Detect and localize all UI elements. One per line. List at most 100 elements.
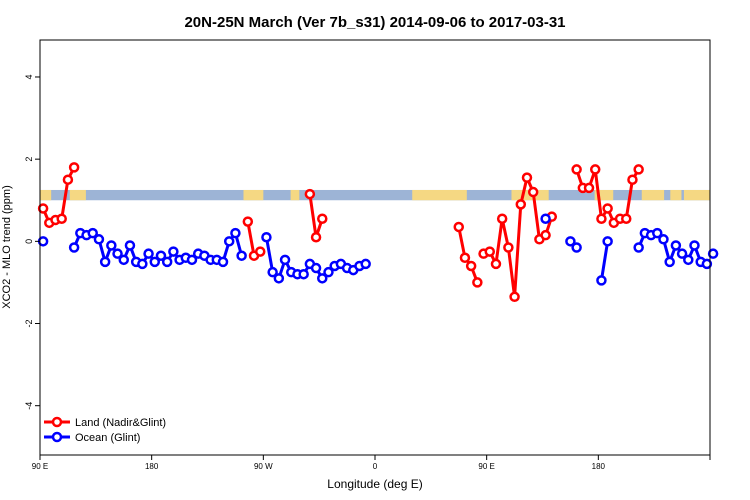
land-band-1 — [69, 189, 86, 201]
ocean-point-1-24 — [217, 256, 229, 268]
land-point-1-0 — [242, 216, 254, 227]
land-point-3-2 — [465, 260, 477, 272]
ocean-point-1-9 — [124, 240, 136, 251]
ocean-point-6-8 — [683, 254, 694, 266]
ocean-point-6-5 — [664, 256, 675, 268]
ocean-point-1-13 — [149, 256, 161, 268]
land-band-6 — [594, 189, 614, 201]
land-point-4-3 — [496, 213, 508, 224]
land-point-4-6 — [515, 199, 527, 210]
ocean-point-6-3 — [652, 227, 663, 239]
land-point-0-5 — [68, 162, 80, 173]
ocean-point-1-7 — [112, 248, 123, 259]
y-tick-label-3: 2 — [24, 157, 34, 162]
ocean-point-2-1 — [267, 266, 278, 278]
ocean-point-6-0 — [633, 242, 644, 253]
land-point-4-4 — [503, 242, 514, 253]
land-point-5-8 — [621, 213, 632, 224]
land-point-1-2 — [254, 246, 266, 257]
ocean-point-1-26 — [230, 227, 241, 239]
y-tick-label-2: 0 — [24, 239, 34, 244]
plot-frame — [39, 39, 711, 456]
sea-band — [40, 189, 710, 201]
x-tick-label-3: 0 — [373, 462, 378, 471]
ocean-point-1-27 — [236, 250, 247, 261]
ocean-point-1-14 — [155, 250, 167, 261]
land-point-2-2 — [317, 213, 328, 224]
ocean-point-1-15 — [161, 256, 173, 268]
legend-land-marker — [51, 416, 63, 428]
y-tick-label-0: -4 — [24, 402, 34, 410]
land-point-5-10 — [633, 164, 644, 175]
ocean-point-2-2 — [273, 273, 285, 284]
land-band-8 — [670, 189, 682, 201]
land-point-5-9 — [627, 174, 638, 185]
ocean-point-1-6 — [106, 240, 117, 251]
x-tick-label-5: 180 — [592, 462, 606, 471]
land-point-4-2 — [490, 258, 502, 270]
legend: Land (Nadir&Glint) Ocean (Glint) — [44, 416, 166, 444]
land-point-3-3 — [472, 277, 483, 288]
ocean-point-5-0 — [596, 275, 607, 286]
ocean-point-6-9 — [689, 240, 700, 251]
land-point-4-1 — [484, 246, 496, 257]
land-band-9 — [683, 189, 710, 201]
ocean-point-2-16 — [360, 258, 371, 270]
ocean-point-6-7 — [676, 248, 688, 259]
land-point-2-1 — [310, 231, 322, 243]
ocean-point-1-16 — [168, 246, 179, 257]
ocean-point-1-19 — [186, 254, 198, 266]
land-point-2-0 — [304, 188, 316, 200]
ocean-point-6-4 — [658, 234, 669, 245]
x-tick-label-4: 90 E — [478, 462, 494, 471]
ocean-point-2-8 — [310, 262, 322, 274]
land-point-3-0 — [453, 221, 464, 233]
ocean-point-1-3 — [87, 227, 98, 239]
ocean-point-6-11 — [701, 258, 713, 270]
ocean-point-2-9 — [317, 273, 328, 284]
ocean-point-3-0 — [540, 213, 551, 224]
legend-land-label: Land (Nadir&Glint) — [75, 417, 166, 429]
land-sea-band — [40, 189, 710, 201]
ocean-point-1-5 — [99, 256, 111, 268]
ocean-point-1-8 — [118, 254, 129, 266]
land-band-7 — [641, 189, 665, 201]
land-band-4 — [412, 189, 467, 201]
chart-title: 20N-25N March (Ver 7b_s31) 2014-09-06 to… — [184, 14, 565, 31]
land-band-3 — [290, 189, 300, 201]
ocean-point-1-12 — [143, 248, 154, 259]
land-band-2 — [243, 189, 264, 201]
ocean-point-4-0 — [565, 236, 576, 247]
land-point-4-7 — [521, 172, 533, 183]
ocean-point-2-3 — [279, 254, 291, 266]
ocean-point-6-6 — [670, 240, 682, 251]
land-point-5-3 — [589, 164, 601, 175]
land-point-0-3 — [56, 213, 67, 224]
ocean-series-line-5 — [599, 241, 610, 281]
land-point-5-5 — [602, 203, 613, 214]
x-axis: 90 E 180 90 W 0 90 E 180 — [32, 455, 711, 471]
series-layer — [37, 162, 719, 303]
land-point-0-4 — [62, 174, 74, 185]
ocean-point-7-0 — [707, 248, 719, 259]
land-point-4-5 — [509, 291, 520, 303]
ocean-point-2-6 — [298, 268, 309, 280]
ocean-point-1-0 — [68, 242, 80, 253]
y-tick-label-1: -2 — [24, 320, 34, 328]
ocean-point-1-11 — [137, 258, 148, 270]
x-tick-label-1: 180 — [145, 462, 159, 471]
land-point-4-10 — [540, 229, 551, 241]
ocean-point-1-25 — [223, 236, 235, 247]
land-point-4-8 — [527, 186, 539, 198]
legend-ocean-marker — [51, 431, 63, 443]
y-tick-label-4: 4 — [24, 74, 34, 79]
land-point-3-1 — [459, 252, 471, 264]
land-point-0-0 — [37, 203, 49, 214]
ocean-point-1-4 — [93, 234, 105, 245]
land-band-0 — [40, 189, 52, 201]
x-tick-label-0: 90 E — [32, 462, 48, 471]
y-axis-label: XCO2 - MLO trend (ppm) — [1, 185, 13, 308]
legend-ocean-label: Ocean (Glint) — [75, 432, 140, 444]
ocean-point-4-1 — [571, 242, 582, 253]
